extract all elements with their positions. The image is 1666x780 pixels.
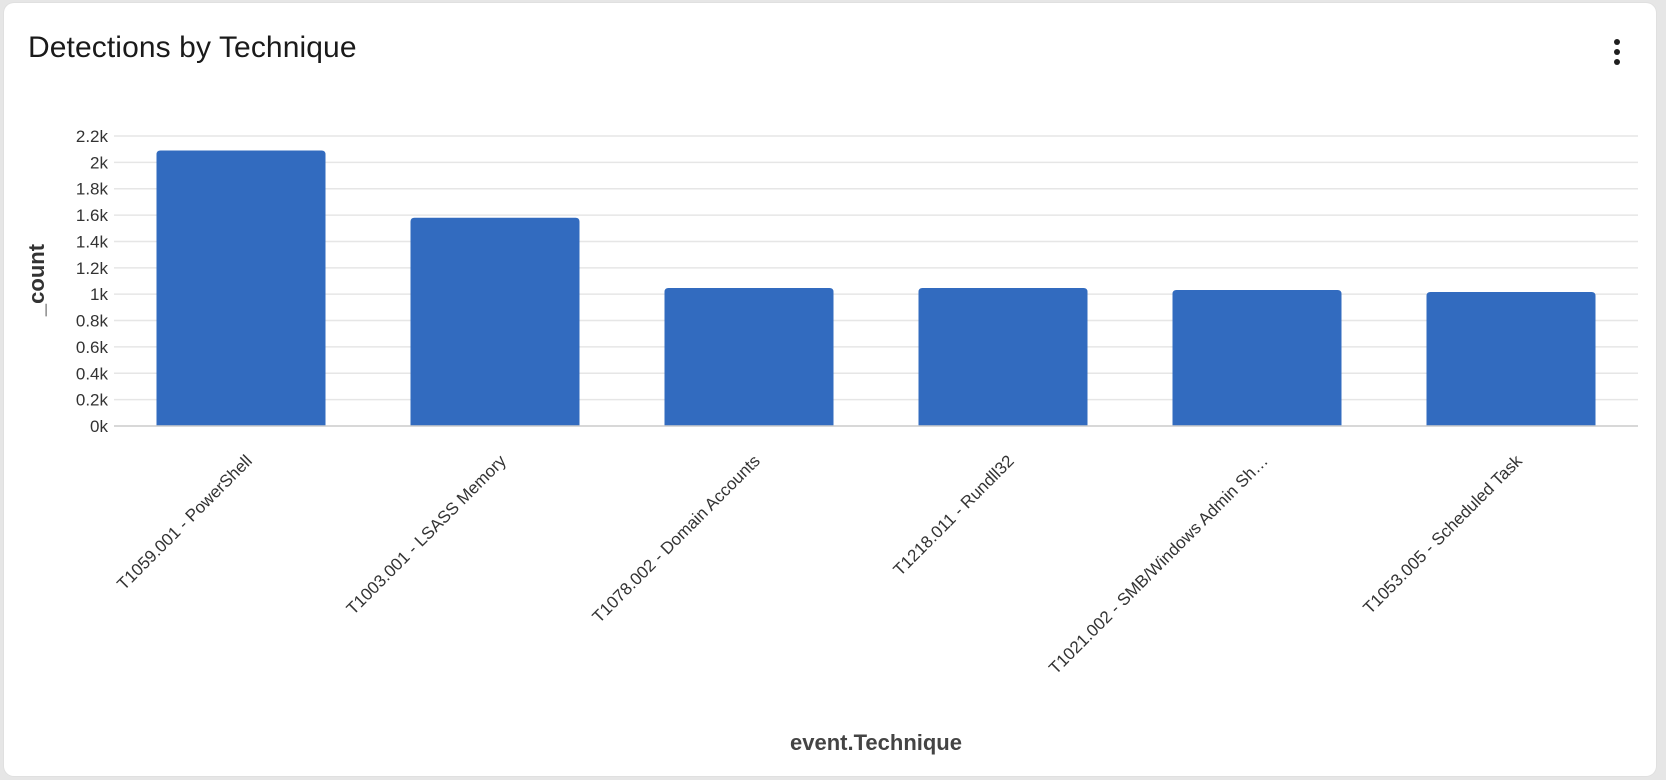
y-axis-label: _count — [24, 243, 49, 317]
y-tick-label: 0.4k — [76, 364, 109, 383]
x-tick-label: T1059.001 - PowerShell — [113, 451, 255, 593]
x-tick-label: T1078.002 - Domain Accounts — [589, 451, 764, 626]
y-tick-label: 0.8k — [76, 312, 109, 331]
y-axis-ticks: 0k 0.2k 0.4k 0.6k 0.8k 1k 1.2k 1.4k 1.6k 1.8k 2k 2.… — [76, 127, 109, 436]
bar[interactable] — [1426, 291, 1596, 426]
y-tick-label: 1.6k — [76, 206, 109, 225]
bar[interactable] — [410, 217, 580, 426]
bar[interactable] — [1172, 289, 1342, 426]
x-tick-label: T1021.002 - SMB/Windows Admin Sh… — [1045, 451, 1272, 678]
menu-dot — [1614, 39, 1620, 45]
y-tick-label: 0k — [90, 417, 108, 436]
gridlines — [114, 135, 1638, 401]
bar[interactable] — [918, 287, 1088, 426]
y-tick-label: 0.6k — [76, 338, 109, 357]
chart-title: Detections by Technique — [28, 31, 357, 64]
x-axis-ticks: T1059.001 - PowerShell T1003.001 - LSASS … — [113, 451, 1526, 678]
menu-dot — [1614, 59, 1620, 65]
bar[interactable] — [664, 287, 834, 426]
x-axis-label: event.Technique — [790, 730, 962, 755]
x-tick-label: T1053.005 - Scheduled Task — [1360, 451, 1527, 618]
y-tick-label: 1.8k — [76, 180, 109, 199]
y-tick-label: 1.4k — [76, 232, 109, 251]
y-tick-label: 2k — [90, 153, 108, 172]
x-tick-label: T1003.001 - LSASS Memory — [343, 451, 510, 618]
menu-dot — [1614, 49, 1620, 55]
y-tick-label: 1k — [90, 285, 108, 304]
y-tick-label: 1.2k — [76, 259, 109, 278]
bars — [156, 150, 1596, 427]
x-tick-label: T1218.011 - Rundll32 — [890, 451, 1018, 579]
bar[interactable] — [156, 150, 326, 427]
y-tick-label: 0.2k — [76, 391, 109, 410]
y-tick-label: 2.2k — [76, 127, 109, 146]
kebab-menu-icon[interactable] — [1607, 37, 1627, 67]
